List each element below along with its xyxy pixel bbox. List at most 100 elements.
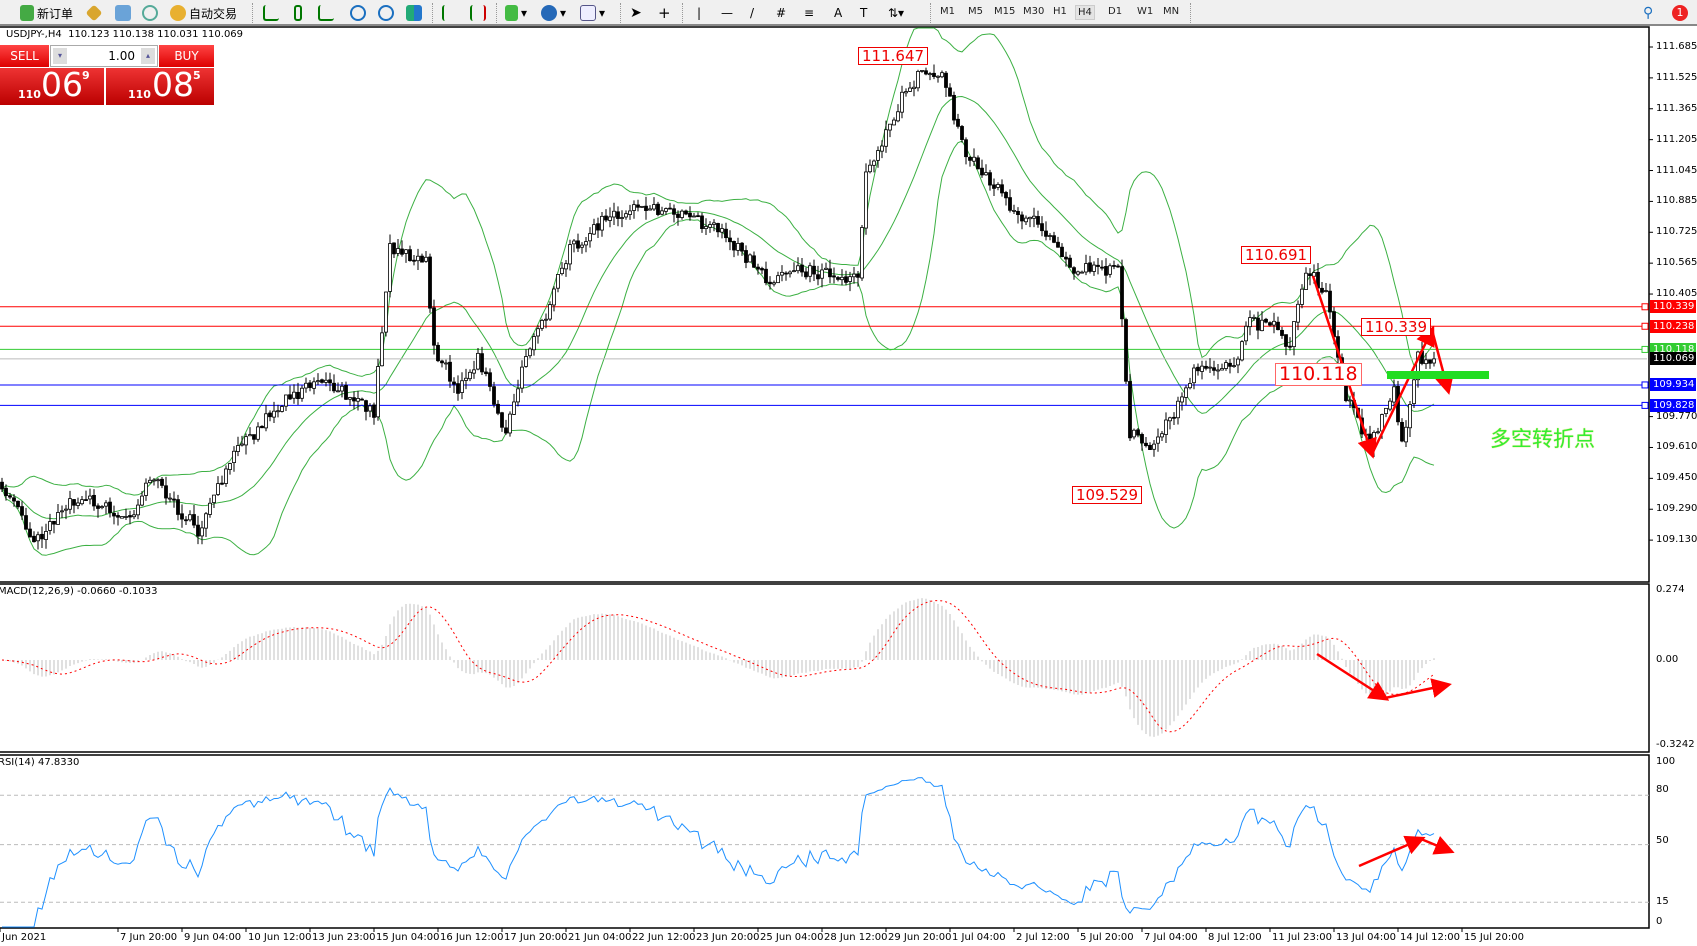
autoscroll-icon[interactable]	[442, 3, 461, 23]
candle	[104, 500, 108, 515]
horizontal-line-icon[interactable]: —	[721, 6, 733, 20]
high-price-label[interactable]: 111.647	[858, 47, 929, 65]
candle	[1304, 267, 1308, 290]
candle	[212, 494, 216, 508]
buy-price[interactable]: 110 08 5	[106, 65, 214, 105]
timeframe-h1[interactable]: H1	[1053, 6, 1067, 17]
candle-body	[28, 528, 32, 538]
candle	[676, 210, 680, 226]
signal-icon[interactable]	[142, 3, 161, 23]
candle-body	[0, 481, 4, 490]
candle-body	[1264, 318, 1268, 323]
candle-body	[212, 494, 216, 503]
timeframe-m5[interactable]: M5	[968, 6, 983, 17]
candle-body	[252, 434, 256, 440]
arrows-icon[interactable]: ⇅▾	[888, 6, 905, 20]
time-label: 5 Jul 20:00	[1080, 932, 1134, 943]
candle-body	[568, 244, 572, 265]
chart-shift-icon[interactable]	[470, 3, 489, 23]
lots-increase-button[interactable]: ▴	[141, 48, 155, 64]
indicators-icon[interactable]: ▾	[505, 3, 527, 23]
low-price-label[interactable]: 109.529	[1072, 486, 1143, 504]
candle	[56, 504, 60, 525]
candle	[344, 381, 348, 401]
candle-body	[820, 269, 824, 279]
rsi-axis-0: 0	[1656, 916, 1663, 927]
bar-chart-icon[interactable]	[263, 3, 282, 23]
new-order-button[interactable]: 新订单	[20, 3, 73, 23]
candle	[1084, 254, 1088, 276]
candle-body	[448, 361, 452, 382]
sell-price[interactable]: 110 06 9	[0, 65, 104, 105]
tile-icon[interactable]	[406, 3, 425, 23]
candle-body	[1180, 396, 1184, 403]
candle-body	[1424, 359, 1428, 365]
candle	[680, 209, 684, 220]
turning-point-text[interactable]: 多空转折点	[1490, 427, 1595, 451]
candle-body	[472, 369, 476, 374]
candle-body	[436, 344, 440, 362]
fibo-channel-icon[interactable]: #	[776, 6, 787, 20]
candle	[100, 505, 104, 510]
candle	[692, 212, 696, 218]
candle-body	[184, 519, 188, 522]
buy-button[interactable]: BUY	[159, 45, 214, 67]
timeframe-mn[interactable]: MN	[1163, 6, 1180, 17]
recent-high-label[interactable]: 110.339	[1361, 318, 1432, 336]
candle-body	[1384, 407, 1388, 415]
candle	[1200, 360, 1204, 380]
cursor-icon[interactable]: ➤	[630, 5, 642, 21]
period-icon[interactable]: ▾	[541, 3, 566, 23]
candle-body	[108, 501, 112, 513]
timeframe-w1[interactable]: W1	[1137, 6, 1154, 17]
lots-decrease-button[interactable]: ▾	[53, 48, 67, 64]
pivot-label[interactable]: 110.118	[1275, 363, 1362, 386]
candle	[736, 237, 740, 256]
candle-body	[816, 274, 820, 280]
candle	[356, 390, 360, 411]
vertical-line-icon[interactable]: |	[697, 6, 702, 20]
candle-body	[1160, 433, 1164, 438]
rsi-label: RSI(14) 47.8330	[0, 757, 80, 768]
candle	[400, 240, 404, 257]
lots-input[interactable]: 1.00	[108, 49, 135, 63]
zoom-out-icon[interactable]	[378, 3, 397, 23]
timeframe-h4[interactable]: H4	[1075, 5, 1095, 20]
candle-body	[896, 111, 900, 122]
candle	[328, 372, 332, 392]
terminal-icon[interactable]	[115, 3, 134, 23]
sell-button[interactable]: SELL	[0, 45, 49, 67]
candle-body	[76, 502, 80, 506]
candle	[556, 274, 560, 293]
swing-high-label[interactable]: 110.691	[1241, 246, 1312, 264]
timeframe-m30[interactable]: M30	[1023, 6, 1045, 17]
timeframe-m15[interactable]: M15	[994, 6, 1016, 17]
candle-body	[152, 479, 156, 482]
candle	[172, 491, 176, 508]
lots-stepper[interactable]: ▾ 1.00 ▴	[50, 45, 158, 67]
candle	[384, 291, 388, 337]
crosshair-icon[interactable]: +	[658, 4, 671, 22]
text-label-icon[interactable]: T	[860, 6, 868, 20]
trendline-icon[interactable]: /	[750, 6, 755, 20]
candle	[1232, 357, 1236, 368]
timeframe-d1[interactable]: D1	[1108, 6, 1123, 17]
templates-icon[interactable]: ▾	[580, 3, 605, 23]
candle	[1288, 337, 1292, 351]
candle	[888, 123, 892, 138]
candlestick-icon[interactable]	[290, 3, 305, 23]
candle-body	[476, 352, 480, 370]
candle-body	[516, 388, 520, 403]
zoom-in-icon[interactable]	[350, 3, 369, 23]
notification-icon[interactable]: 1	[1672, 3, 1688, 23]
auto-trading-button[interactable]: 自动交易	[170, 3, 237, 23]
timeframe-m1[interactable]: M1	[940, 6, 955, 17]
fibo-icon[interactable]: ≡	[804, 6, 815, 20]
line-chart-icon[interactable]	[318, 3, 337, 23]
candle-body	[712, 222, 716, 225]
text-icon[interactable]: A	[834, 6, 843, 20]
candle	[1016, 207, 1020, 224]
search-icon[interactable]: ⚲	[1643, 5, 1654, 21]
candle-body	[1028, 216, 1032, 220]
